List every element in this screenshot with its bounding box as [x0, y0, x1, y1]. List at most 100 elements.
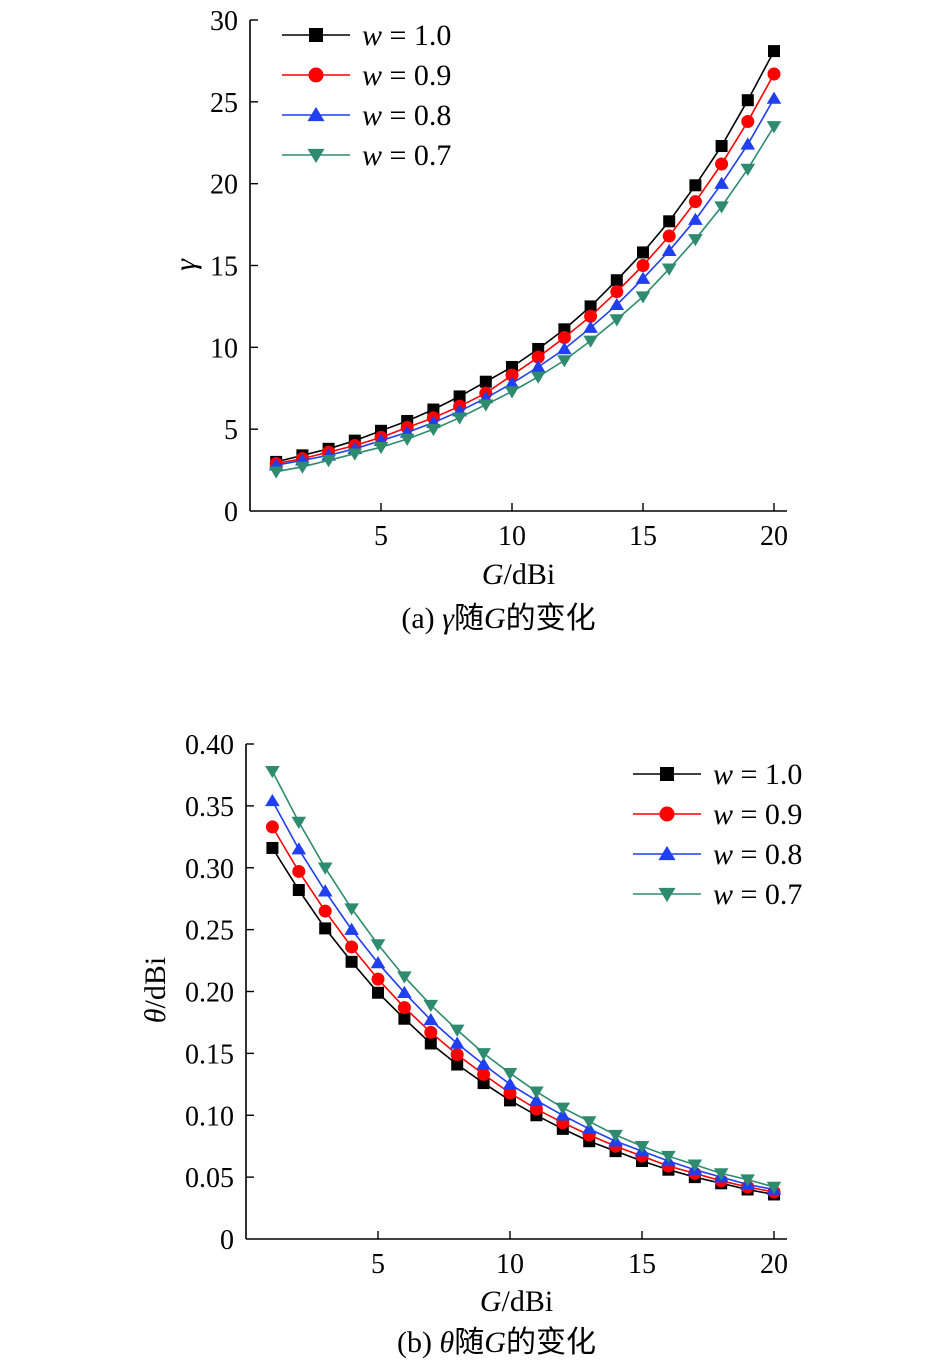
- caption-symbol: γ: [442, 602, 455, 635]
- y-axis-label: θ/dBi: [139, 957, 172, 1023]
- legend-marker: [658, 845, 676, 861]
- data-point: [634, 1140, 650, 1154]
- y-tick-label: 0.30: [185, 854, 234, 885]
- data-point: [317, 884, 333, 897]
- series-w-0-8: [265, 793, 782, 1195]
- caption-mid: 随: [454, 1326, 484, 1359]
- y-tick-label-text: 0: [224, 497, 238, 528]
- legend-value: = 1.0: [382, 19, 451, 52]
- legend-label: w = 0.7: [362, 139, 451, 172]
- data-point: [610, 285, 624, 299]
- data-point: [265, 820, 279, 834]
- y-tick-label: 10: [210, 333, 238, 364]
- legend-value: = 0.7: [733, 878, 802, 911]
- data-point: [609, 314, 625, 327]
- data-point: [426, 423, 441, 437]
- data-point: [423, 1013, 439, 1026]
- data-point: [397, 985, 412, 998]
- data-point: [713, 1168, 729, 1181]
- x-tick-label-text: 20: [760, 1249, 788, 1280]
- data-point: [424, 1037, 437, 1050]
- legend-value: = 0.7: [382, 139, 451, 172]
- data-point: [687, 1159, 703, 1172]
- legend-var: w: [362, 99, 382, 132]
- data-point: [502, 1067, 518, 1081]
- x-tick-label-text: 5: [371, 1249, 385, 1280]
- y-tick-label: 0: [224, 497, 238, 528]
- x-label-unit: /dBi: [503, 558, 555, 591]
- legend-label: w = 1.0: [362, 19, 451, 52]
- caption-var: G: [484, 1326, 506, 1359]
- series-w-0-7: [268, 121, 782, 479]
- data-point: [476, 1057, 491, 1070]
- y-tick-label: 15: [210, 252, 238, 283]
- legend-marker: [308, 67, 324, 83]
- data-point: [766, 121, 782, 134]
- data-point: [292, 884, 305, 897]
- chart-caption: (b) θ随G的变化: [397, 1326, 596, 1359]
- data-point: [321, 455, 336, 468]
- data-point: [479, 375, 492, 388]
- y-tick-label-text: 5: [224, 415, 238, 446]
- caption-symbol: θ: [440, 1326, 455, 1359]
- data-point: [529, 1086, 544, 1099]
- data-point: [661, 1150, 676, 1164]
- legend-item: w = 1.0: [633, 758, 802, 791]
- legend-marker: [658, 887, 676, 903]
- x-axis-label: G/dBi: [482, 558, 555, 591]
- data-point: [688, 195, 702, 209]
- data-point: [714, 176, 729, 189]
- x-tick-label: 10: [498, 521, 526, 552]
- data-point: [502, 1077, 518, 1090]
- x-tick-label-text: 15: [629, 521, 657, 552]
- y-tick-label-text: 0.25: [185, 916, 234, 947]
- chart-caption: (a) γ随G的变化: [401, 602, 595, 635]
- chart-b: 0 0.05 0.10 0.15 0.20 0.25 0.30 0.35 0.40 5 10 15 20…: [139, 730, 802, 1359]
- series-w-0-9: [269, 67, 781, 471]
- x-tick-label: 20: [760, 521, 788, 552]
- data-point: [449, 1024, 465, 1037]
- x-tick-label-text: 15: [628, 1249, 656, 1280]
- x-label-var: G: [482, 558, 504, 591]
- legend-var: w: [362, 19, 382, 52]
- legend-var: w: [362, 139, 382, 172]
- legend-value: = 0.9: [382, 59, 451, 92]
- data-point: [768, 45, 780, 58]
- data-point: [609, 297, 625, 310]
- legend-var: w: [362, 59, 382, 92]
- y-label-unit: /dBi: [139, 957, 172, 1009]
- data-point: [529, 1102, 543, 1116]
- x-tick-label-text: 5: [374, 521, 388, 552]
- caption-suffix: 的变化: [506, 1326, 596, 1359]
- caption-suffix: 的变化: [506, 602, 596, 635]
- legend-label: w = 0.9: [362, 59, 451, 92]
- caption-prefix: (b): [397, 1326, 439, 1359]
- series-w-0-7: [265, 766, 782, 1194]
- x-tick-label: 5: [374, 521, 388, 552]
- data-point: [371, 972, 385, 986]
- legend-value: = 0.8: [382, 99, 451, 132]
- y-tick-label: 0.40: [185, 730, 234, 761]
- y-tick-label: 0.25: [185, 916, 234, 947]
- x-label-unit: /dBi: [501, 1285, 553, 1318]
- y-tick-label-text: 0.10: [185, 1101, 234, 1132]
- legend-label: w = 0.8: [362, 99, 451, 132]
- data-point: [265, 793, 280, 807]
- data-point: [317, 862, 333, 875]
- data-point: [555, 1102, 571, 1115]
- data-point: [397, 1001, 411, 1015]
- legend-marker: [307, 106, 325, 122]
- data-point: [370, 956, 386, 969]
- data-point: [398, 1012, 411, 1025]
- x-tick-label: 10: [496, 1249, 524, 1280]
- data-point: [531, 350, 545, 364]
- data-point: [608, 1129, 623, 1143]
- data-point: [741, 94, 754, 107]
- series-line: [271, 826, 775, 1193]
- y-tick-label: 0: [220, 1225, 234, 1256]
- y-tick-label-text: 20: [210, 170, 238, 201]
- series-w-1-0: [270, 45, 780, 468]
- data-point: [635, 271, 651, 284]
- data-point: [661, 263, 677, 276]
- y-tick-label-text: 0.15: [185, 1039, 234, 1070]
